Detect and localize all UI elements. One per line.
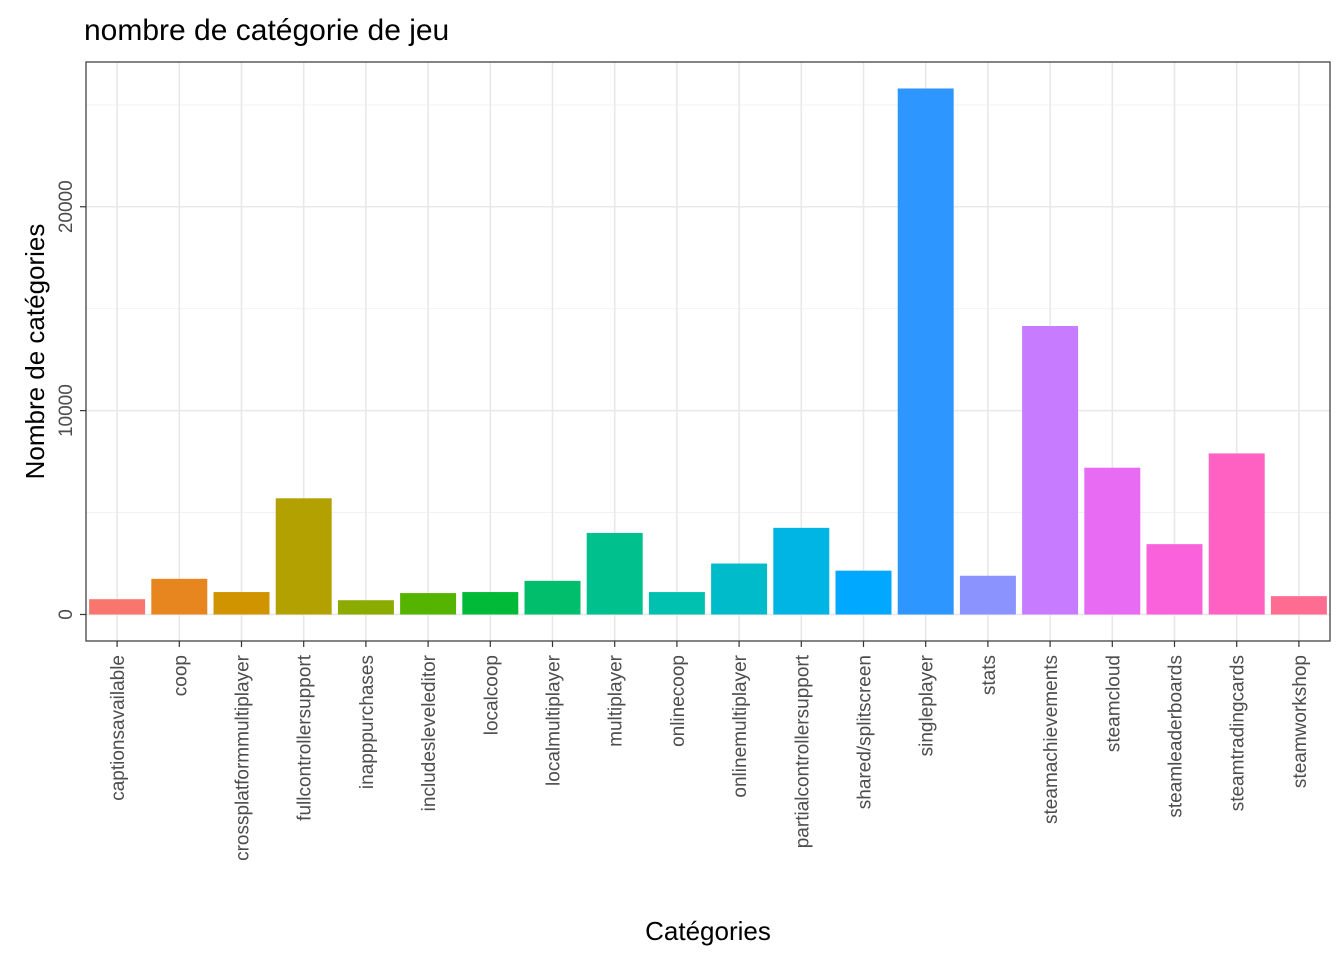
x-tick-label: multiplayer bbox=[606, 654, 627, 747]
bar-localmultiplayer bbox=[524, 580, 581, 615]
y-tick-label: 20000 bbox=[56, 180, 77, 233]
y-axis: 0 10000 20000 bbox=[56, 180, 86, 620]
bar-steamworkshop bbox=[1270, 596, 1327, 615]
bar-steamtradingcards bbox=[1208, 453, 1265, 615]
x-tick-label: shared/splitscreen bbox=[855, 655, 876, 809]
y-tick-label: 10000 bbox=[56, 384, 77, 437]
bar-captionsavailable bbox=[89, 599, 146, 615]
x-tick-label: includesleveleditor bbox=[419, 654, 440, 811]
x-tick-label: steamleaderboards bbox=[1166, 655, 1187, 818]
plot-panel-border bbox=[85, 61, 1331, 642]
bar-shared-splitscreen bbox=[835, 570, 892, 615]
x-axis: captionsavailable coop crossplatformmultip… bbox=[108, 641, 1311, 861]
bars bbox=[89, 88, 1327, 615]
x-axis-title: Catégories bbox=[645, 916, 771, 946]
x-tick-label: steamtradingcards bbox=[1228, 655, 1249, 811]
x-tick-label: localcoop bbox=[481, 655, 502, 735]
bar-multiplayer bbox=[586, 532, 643, 615]
x-tick-label: steamworkshop bbox=[1290, 655, 1311, 788]
x-tick-label: coop bbox=[170, 655, 191, 696]
x-tick-label: steamachievements bbox=[1041, 655, 1062, 824]
bar-localcoop bbox=[462, 592, 519, 615]
bar-onlinemultiplayer bbox=[711, 563, 768, 615]
bar-partialcontrollersupport bbox=[773, 527, 830, 615]
chart-title: nombre de catégorie de jeu bbox=[84, 14, 449, 47]
bar-steamcloud bbox=[1084, 467, 1141, 615]
x-tick-label: partialcontrollersupport bbox=[792, 654, 813, 848]
bar-crossplatformmultiplayer bbox=[213, 592, 270, 615]
bar-stats bbox=[959, 575, 1016, 615]
bar-fullcontrollersupport bbox=[275, 498, 332, 615]
bar-includesleveleditor bbox=[400, 593, 457, 615]
x-tick-label: onlinecoop bbox=[668, 655, 689, 747]
x-tick-label: captionsavailable bbox=[108, 655, 129, 801]
x-tick-label: crossplatformmultiplayer bbox=[233, 654, 254, 861]
x-tick-label: onlinemultiplayer bbox=[730, 654, 751, 797]
x-tick-label: localmultiplayer bbox=[544, 654, 565, 786]
bar-onlinecoop bbox=[648, 592, 705, 615]
bar-steamleaderboards bbox=[1146, 544, 1203, 615]
y-axis-title: Nombre de catégories bbox=[20, 224, 50, 480]
bar-coop bbox=[151, 578, 208, 615]
x-tick-label: stats bbox=[979, 655, 1000, 695]
x-tick-label: steamcloud bbox=[1103, 655, 1124, 752]
x-tick-label: singleplayer bbox=[917, 654, 938, 756]
x-tick-label: inapppurchases bbox=[357, 655, 378, 789]
bar-inapppurchases bbox=[337, 600, 394, 615]
x-tick-label: fullcontrollersupport bbox=[295, 654, 316, 821]
bar-steamachievements bbox=[1022, 326, 1079, 615]
y-tick-label: 0 bbox=[56, 609, 77, 620]
bar-singleplayer bbox=[897, 88, 954, 615]
grid-lines bbox=[86, 62, 1330, 641]
